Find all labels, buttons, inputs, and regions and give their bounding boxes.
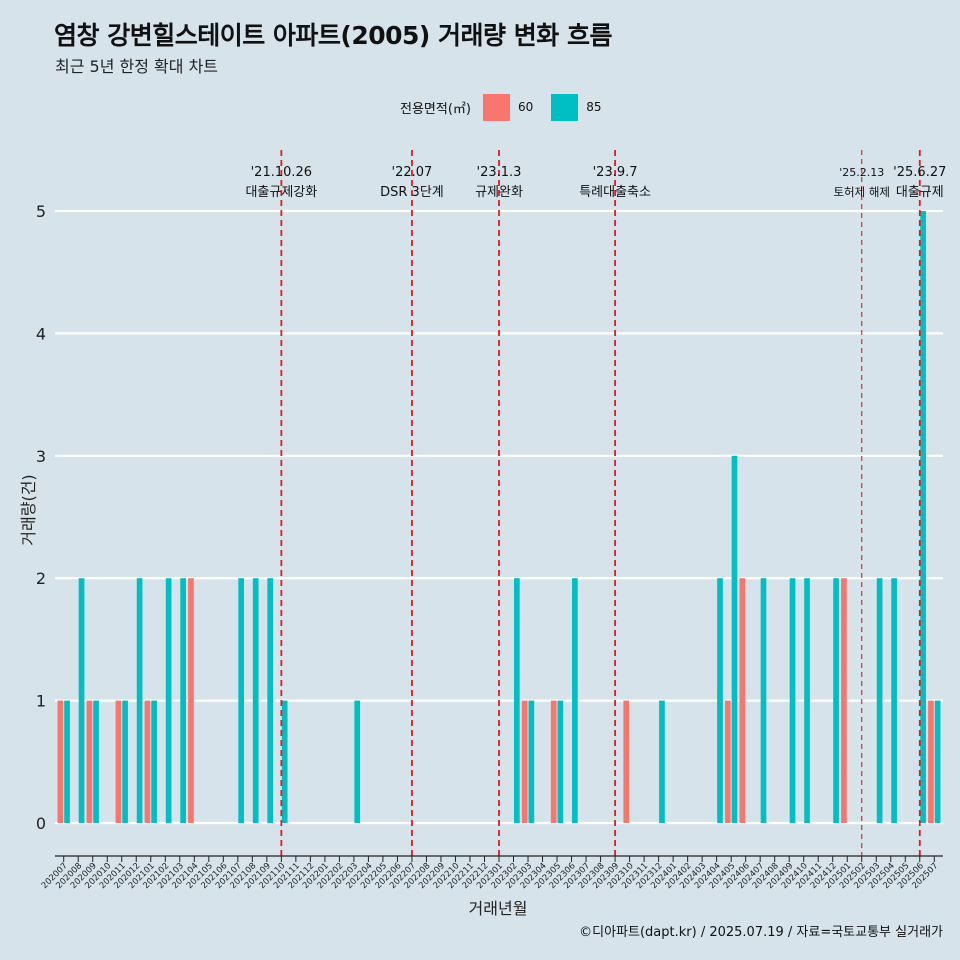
y-tick-label: 3 — [36, 447, 46, 466]
event-date: '22.07 — [392, 165, 433, 180]
bar-85-202503 — [876, 578, 883, 823]
bar-60-202104 — [188, 578, 194, 823]
bar-85-202506 — [920, 211, 926, 823]
event-date: '23.1.3 — [477, 165, 522, 180]
y-tick-label: 5 — [36, 202, 46, 221]
chart-subtitle: 최근 5년 한정 확대 차트 — [55, 57, 219, 76]
bar-85-202108 — [252, 578, 259, 823]
bar-60-202009 — [86, 700, 93, 823]
bar-85-202009 — [93, 700, 99, 823]
annotations: '21.10.26 대출규제강화 '22.07 DSR 3단계 '23.1.3 규제완화 '… — [245, 150, 946, 856]
event-label: 특례대출축소 — [579, 185, 651, 200]
event-date: '25.2.13 — [839, 166, 884, 179]
bar-85-202312 — [659, 700, 665, 823]
bar-85-202407 — [760, 578, 767, 823]
x-axis-title: 거래년월 — [469, 899, 528, 918]
bar-85-202008 — [78, 578, 85, 823]
bar-85-202102 — [165, 578, 172, 823]
y-tick-label: 1 — [36, 692, 46, 711]
bar-85-202305 — [557, 700, 564, 823]
legend-key-85 — [551, 93, 579, 121]
bar-85-202409 — [789, 578, 796, 823]
bar-85-202203 — [354, 700, 361, 823]
y-tick-label: 4 — [36, 324, 46, 343]
bar-85-202302 — [514, 578, 520, 823]
legend-title: 전용면적(㎡) — [400, 101, 471, 117]
bar-60-202507 — [928, 700, 934, 823]
y-tick-label: 0 — [36, 814, 46, 833]
bar-85-202404 — [717, 578, 723, 823]
bar-85-202011 — [122, 700, 128, 823]
legend-label-85: 85 — [586, 100, 602, 114]
bar-85-202507 — [934, 700, 941, 823]
bar-60-202305 — [550, 700, 557, 823]
bar-60-202310 — [623, 700, 630, 823]
bar-85-202101 — [151, 700, 157, 823]
event-label: 토허제 해제 — [833, 185, 890, 199]
bar-85-202410 — [804, 578, 810, 823]
bar-85-202012 — [136, 578, 143, 823]
event-label: DSR 3단계 — [380, 185, 444, 200]
chart-title: 염창 강변힐스테이트 아파트(2005) 거래량 변화 흐름 — [54, 21, 612, 50]
event-date: '23.9.7 — [593, 165, 638, 180]
bar-60-202007 — [57, 700, 64, 823]
bar-85-202103 — [180, 578, 186, 823]
bar-60-202303 — [521, 700, 528, 823]
legend-label-60: 60 — [517, 100, 534, 114]
y-tick-label: 2 — [36, 569, 46, 588]
event-date: '25.6.27 — [893, 165, 946, 180]
event-label: 대출규제 — [896, 185, 944, 200]
event-date: '21.10.26 — [251, 165, 312, 180]
bars — [57, 211, 941, 823]
x-axis: 2020072020082020092020102020112020122021… — [40, 855, 943, 891]
bar-85-202110 — [281, 700, 288, 823]
legend-key-60 — [482, 93, 510, 121]
bar-85-202109 — [267, 578, 274, 823]
bar-60-202406 — [739, 578, 746, 823]
event-label: 규제완화 — [475, 185, 523, 200]
bar-85-202303 — [528, 700, 535, 823]
y-axis-title: 거래량(건) — [19, 474, 38, 545]
bar-60-202011 — [115, 700, 122, 823]
bar-60-202501 — [841, 578, 847, 823]
caption: ©디아파트(dapt.kr) / 2025.07.19 / 자료=국토교통부 실… — [579, 925, 943, 940]
bar-85-202306 — [572, 578, 578, 823]
legend: 전용면적(㎡) 60 85 — [400, 93, 612, 121]
bar-60-202405 — [724, 700, 731, 823]
y-axis: 0 1 2 3 4 5 — [36, 202, 46, 833]
bar-85-202107 — [238, 578, 244, 823]
bar-60-202101 — [144, 700, 151, 823]
bar-85-202504 — [891, 578, 897, 823]
bar-85-202007 — [64, 700, 70, 823]
bar-85-202405 — [731, 455, 738, 823]
event-label: 대출규제강화 — [245, 185, 317, 200]
bar-85-202412 — [833, 578, 839, 823]
